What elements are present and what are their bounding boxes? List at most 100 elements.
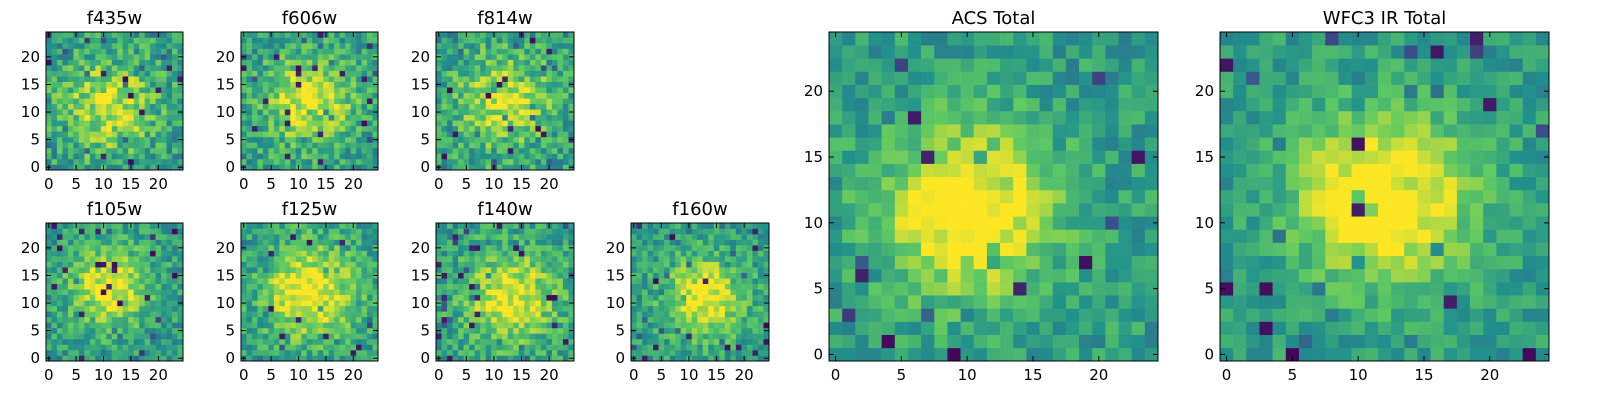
pixel-cell bbox=[518, 333, 525, 340]
pixel-cell bbox=[356, 103, 362, 110]
pixel-cell bbox=[328, 87, 335, 94]
pixel-cell bbox=[669, 289, 676, 296]
pixel-cell bbox=[458, 355, 464, 362]
x-tick-label: 10 bbox=[289, 366, 308, 384]
x-tick-label: 10 bbox=[679, 366, 698, 384]
pixel-cell bbox=[106, 289, 113, 296]
pixel-cell bbox=[562, 349, 569, 356]
pixel-cell bbox=[356, 322, 362, 329]
pixel-cell bbox=[502, 54, 509, 60]
pixel-cell bbox=[339, 289, 346, 296]
pixel-cell bbox=[1105, 321, 1119, 335]
pixel-cell bbox=[84, 289, 91, 296]
pixel-cell bbox=[268, 70, 275, 77]
pixel-cell bbox=[458, 300, 464, 307]
pixel-cell bbox=[557, 54, 564, 60]
pixel-cell bbox=[312, 125, 319, 132]
pixel-cell bbox=[262, 76, 269, 82]
pixel-cell bbox=[56, 228, 63, 235]
pixel-cell bbox=[447, 250, 453, 257]
pixel-cell bbox=[469, 65, 475, 71]
pixel-cell bbox=[735, 344, 742, 351]
pixel-cell bbox=[312, 289, 319, 296]
pixel-cell bbox=[436, 131, 442, 138]
pixel-cell bbox=[279, 92, 286, 99]
pixel-cell bbox=[894, 321, 909, 335]
pixel-cell bbox=[290, 256, 297, 262]
pixel-cell bbox=[301, 98, 308, 105]
pixel-cell bbox=[317, 305, 324, 312]
pixel-cell bbox=[155, 54, 162, 60]
pixel-cell bbox=[241, 48, 247, 55]
pixel-cell bbox=[279, 223, 286, 229]
pixel-cell bbox=[730, 333, 737, 340]
pixel-cell bbox=[658, 338, 665, 345]
pixel-cell bbox=[273, 294, 280, 301]
pixel-cell bbox=[441, 125, 448, 132]
pixel-cell bbox=[284, 131, 291, 138]
pixel-cell bbox=[117, 300, 124, 307]
pixel-cell bbox=[290, 37, 297, 44]
pixel-cell bbox=[301, 333, 308, 340]
pixel-cell bbox=[172, 322, 178, 329]
pixel-cell bbox=[246, 239, 253, 246]
pixel-cell bbox=[284, 245, 291, 251]
pixel-cell bbox=[441, 81, 448, 88]
pixel-cell bbox=[458, 228, 464, 235]
pixel-cell bbox=[757, 234, 764, 240]
pixel-cell bbox=[452, 48, 459, 55]
pixel-cell bbox=[284, 338, 291, 345]
pixel-cell bbox=[447, 305, 453, 312]
pixel-cell bbox=[78, 223, 85, 229]
pixel-cell bbox=[474, 164, 481, 171]
pixel-cell bbox=[166, 164, 173, 171]
pixel-cell bbox=[361, 120, 368, 127]
pixel-cell bbox=[496, 131, 503, 138]
pixel-cell bbox=[144, 153, 151, 160]
pixel-cell bbox=[447, 43, 453, 49]
pixel-cell bbox=[128, 349, 134, 356]
pixel-cell bbox=[568, 305, 575, 312]
pixel-cell bbox=[356, 54, 362, 60]
pixel-cell bbox=[78, 59, 85, 66]
pixel-cell bbox=[177, 142, 184, 149]
pixel-cell bbox=[106, 327, 113, 334]
pixel-cell bbox=[317, 98, 324, 105]
pixel-cell bbox=[524, 349, 531, 356]
pixel-cell bbox=[746, 327, 753, 334]
pixel-cell bbox=[56, 272, 63, 279]
pixel-cell bbox=[686, 344, 693, 351]
pixel-cell bbox=[100, 43, 107, 49]
pixel-cell bbox=[356, 272, 362, 279]
pixel-cell bbox=[95, 164, 102, 171]
pixel-cell bbox=[496, 338, 503, 345]
pixel-cell bbox=[139, 81, 145, 88]
pixel-cell bbox=[496, 147, 503, 154]
pixel-cell bbox=[513, 333, 520, 340]
pixel-cell bbox=[1065, 242, 1080, 257]
pixel-cell bbox=[241, 65, 247, 71]
pixel-cell bbox=[106, 322, 113, 329]
pixel-cell bbox=[973, 268, 988, 283]
pixel-cell bbox=[268, 147, 275, 154]
pixel-cell bbox=[279, 245, 286, 251]
pixel-cell bbox=[133, 158, 140, 165]
pixel-cell bbox=[474, 120, 481, 127]
pixel-cell bbox=[117, 125, 124, 132]
pixel-cell bbox=[172, 261, 178, 268]
pixel-cell bbox=[947, 334, 961, 349]
pixel-cell bbox=[122, 136, 129, 143]
pixel-cell bbox=[529, 32, 536, 38]
pixel-cell bbox=[518, 283, 525, 290]
pixel-cell bbox=[67, 109, 74, 116]
pixel-cell bbox=[339, 164, 346, 171]
pixel-cell bbox=[546, 131, 553, 138]
pixel-cell bbox=[246, 109, 253, 116]
pixel-cell bbox=[452, 158, 459, 165]
pixel-cell bbox=[441, 294, 448, 301]
pixel-cell bbox=[161, 153, 167, 160]
pixel-cell bbox=[350, 120, 357, 127]
pixel-cell bbox=[372, 153, 379, 160]
pixel-cell bbox=[746, 272, 753, 279]
pixel-cell bbox=[95, 142, 102, 149]
